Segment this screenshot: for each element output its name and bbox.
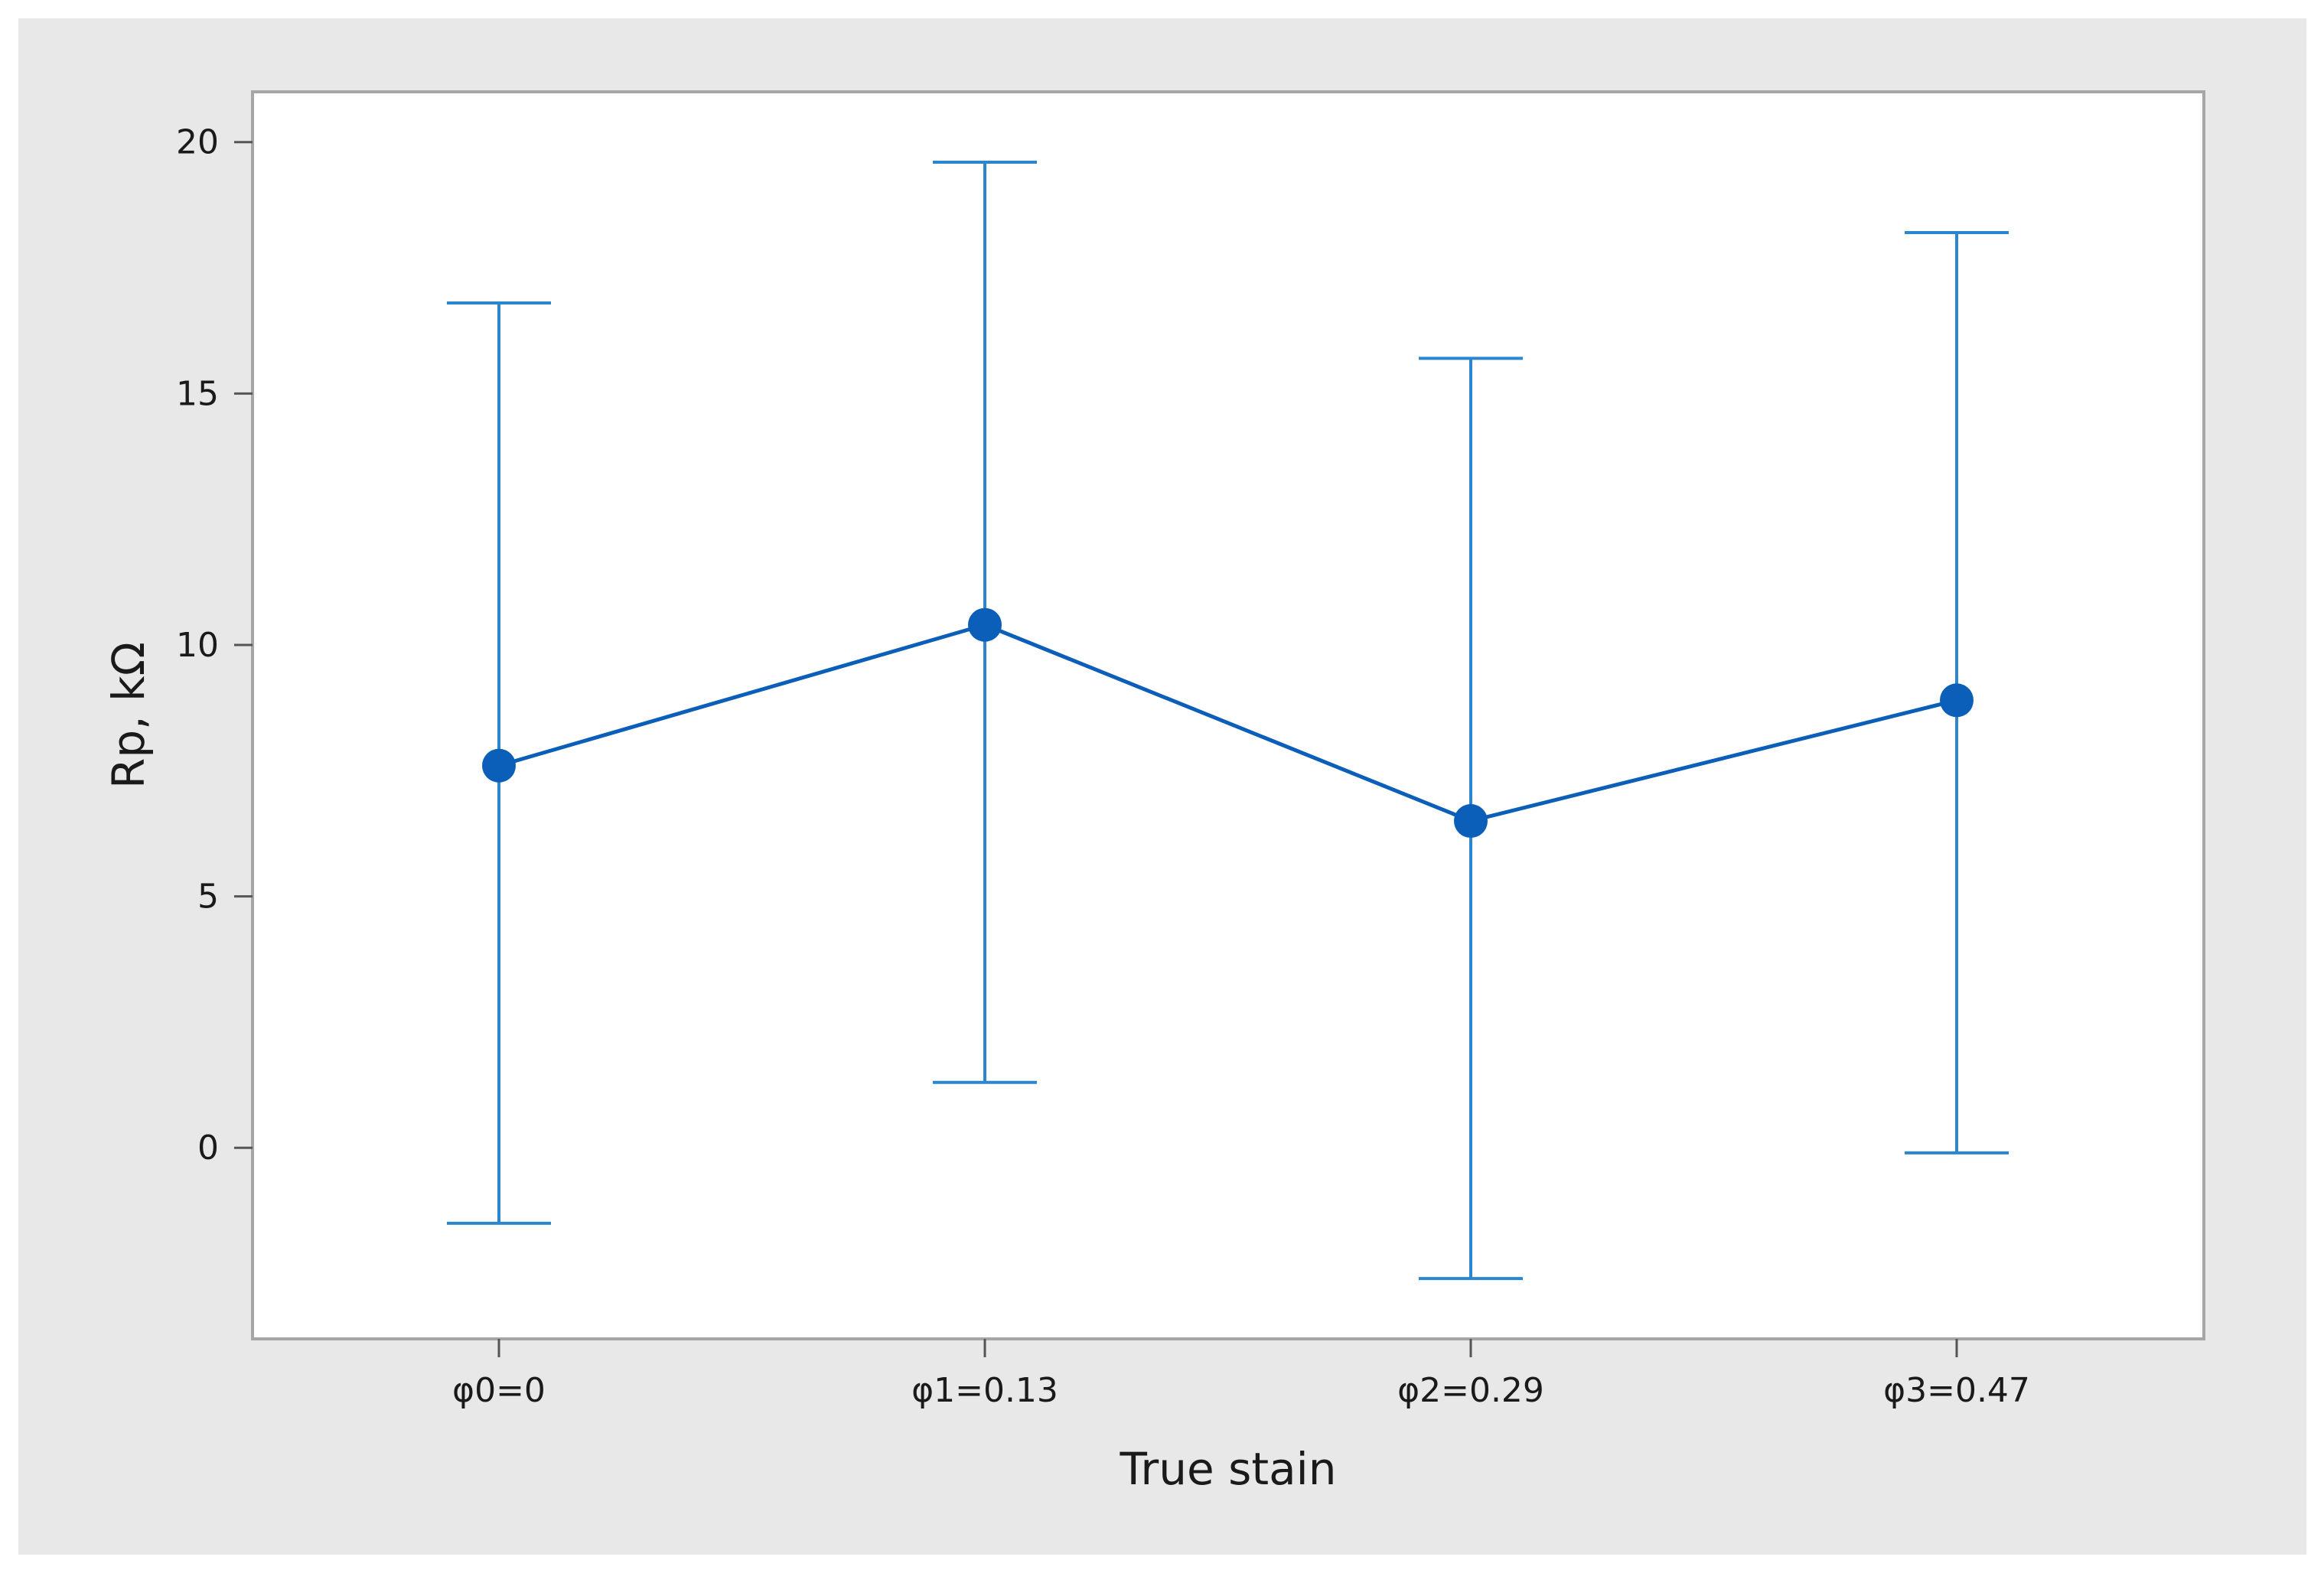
x-axis-title: True stain	[1119, 1443, 1336, 1495]
plot-area	[251, 90, 2205, 1340]
data-point	[1940, 683, 1974, 718]
series-line	[498, 623, 1957, 823]
y-tick-label: 10	[176, 626, 219, 665]
data-points	[482, 607, 1974, 839]
x-tick-label: φ1=0.13	[911, 1371, 1058, 1410]
y-tick-label: 5	[197, 878, 219, 917]
data-point	[482, 748, 516, 783]
y-tick-label: 20	[176, 123, 219, 162]
y-tick-label: 15	[176, 374, 219, 413]
x-tick-label: φ3=0.47	[1883, 1371, 2030, 1410]
x-tick-label: φ2=0.29	[1397, 1371, 1544, 1410]
x-axis: φ0=0 φ1=0.13 φ2=0.29 φ3=0.47	[452, 1339, 2030, 1410]
series-line-group	[498, 623, 1957, 823]
y-axis-title: Rp, kΩ	[103, 642, 155, 789]
y-tick-label: 0	[197, 1128, 219, 1168]
data-point	[1454, 804, 1488, 839]
y-axis: 0 5 10 15 20	[176, 123, 253, 1168]
x-tick-label: φ0=0	[452, 1371, 546, 1410]
data-point	[968, 607, 1002, 642]
